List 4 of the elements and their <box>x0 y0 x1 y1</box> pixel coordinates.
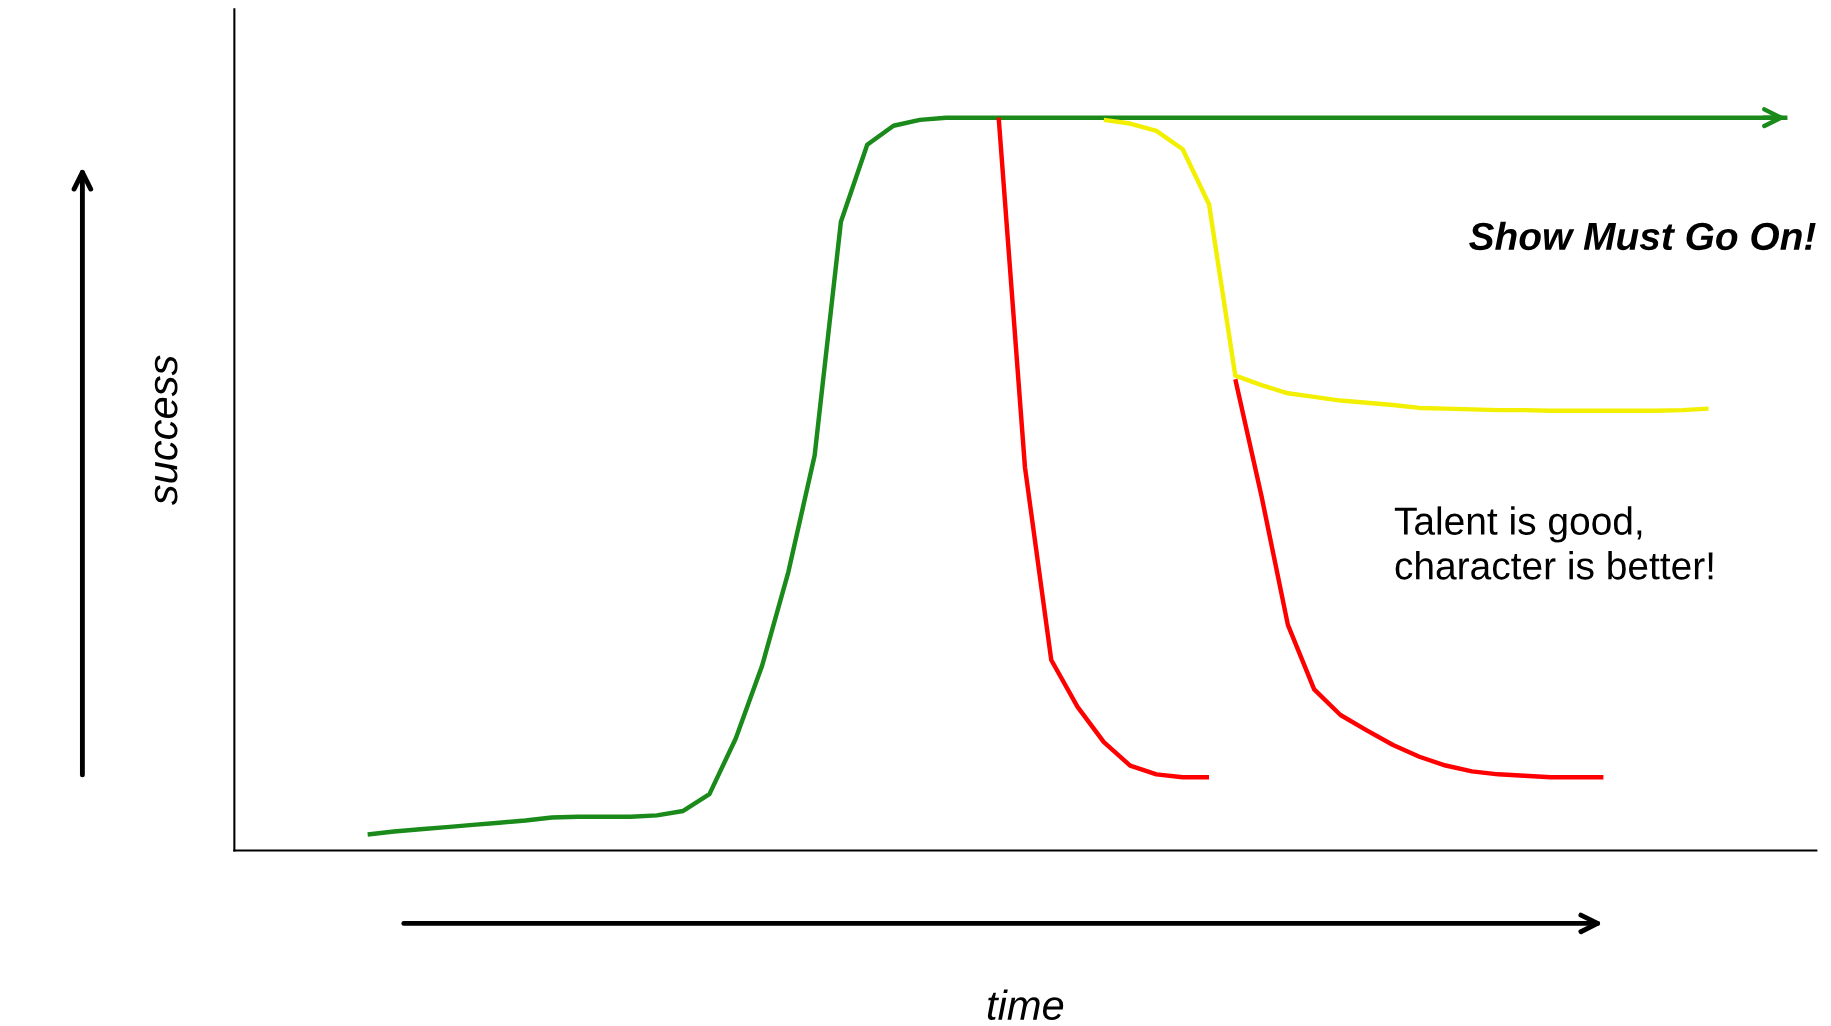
annotation: Talent is good, character is better! <box>1394 506 1713 580</box>
x-axis-title: time <box>987 989 1064 1021</box>
annotation: Show Must Go On! <box>1469 221 1816 251</box>
y-axis-title: success <box>154 355 178 506</box>
